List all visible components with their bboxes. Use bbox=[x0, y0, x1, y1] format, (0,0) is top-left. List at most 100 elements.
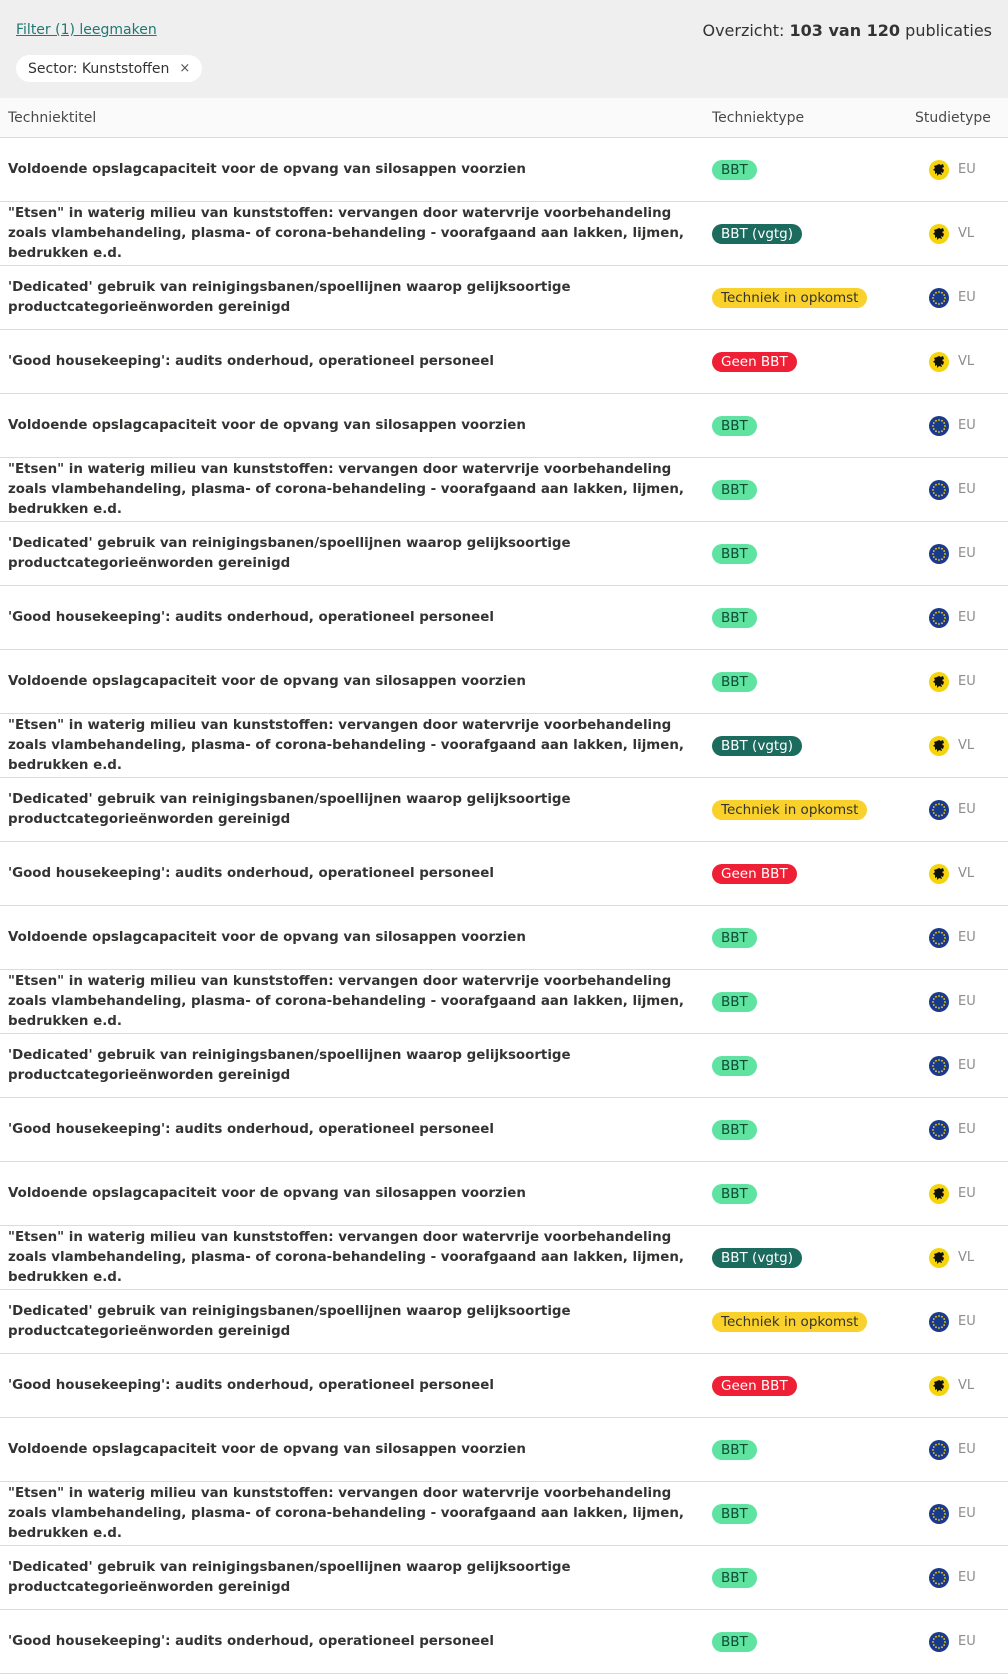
table-body: Voldoende opslagcapaciteit voor de opvan… bbox=[0, 138, 1008, 1674]
technique-type-badge: Techniek in opkomst bbox=[712, 1312, 868, 1332]
technique-title[interactable]: 'Good housekeeping': audits onderhoud, o… bbox=[8, 1377, 494, 1393]
study-type-label: EU bbox=[958, 930, 976, 945]
technique-title[interactable]: 'Good housekeeping': audits onderhoud, o… bbox=[8, 353, 494, 369]
technique-type-badge: BBT bbox=[712, 928, 757, 948]
eu-flag-icon bbox=[929, 1503, 949, 1524]
eu-flag-icon bbox=[929, 991, 949, 1012]
table-row[interactable]: 'Dedicated' gebruik van reinigingsbanen/… bbox=[0, 778, 1008, 842]
table-row[interactable]: "Etsen" in waterig milieu van kunststoff… bbox=[0, 714, 1008, 778]
eu-flag-icon bbox=[929, 479, 949, 500]
technique-title[interactable]: 'Dedicated' gebruik van reinigingsbanen/… bbox=[8, 1047, 571, 1083]
flanders-lion-icon bbox=[929, 351, 949, 372]
technique-type-cell: BBT bbox=[712, 1055, 915, 1076]
study-type-label: EU bbox=[958, 1058, 976, 1073]
technique-type-badge: BBT (vgtg) bbox=[712, 224, 803, 244]
study-type-label: EU bbox=[958, 674, 976, 689]
technique-type-cell: BBT bbox=[712, 479, 915, 500]
technique-type-badge: BBT bbox=[712, 992, 757, 1012]
table-row[interactable]: Voldoende opslagcapaciteit voor de opvan… bbox=[0, 138, 1008, 202]
technique-title[interactable]: Voldoende opslagcapaciteit voor de opvan… bbox=[8, 161, 526, 177]
technique-title[interactable]: 'Good housekeeping': audits onderhoud, o… bbox=[8, 609, 494, 625]
technique-title[interactable]: 'Good housekeeping': audits onderhoud, o… bbox=[8, 1121, 494, 1137]
eu-flag-icon bbox=[929, 287, 949, 308]
study-type-label: VL bbox=[958, 738, 975, 753]
technique-type-cell: BBT bbox=[712, 1567, 915, 1588]
study-type-cell: EU bbox=[915, 1055, 1008, 1076]
results-table: Techniektitel Techniektype Studietype Vo… bbox=[0, 98, 1008, 1674]
eu-flag-icon bbox=[929, 415, 949, 436]
header-type[interactable]: Techniektype bbox=[712, 109, 805, 126]
study-type-cell: EU bbox=[915, 1631, 1008, 1652]
technique-title[interactable]: 'Dedicated' gebruik van reinigingsbanen/… bbox=[8, 791, 571, 827]
technique-type-cell: BBT (vgtg) bbox=[712, 1247, 915, 1268]
technique-type-cell: BBT bbox=[712, 159, 915, 180]
eu-flag-icon bbox=[929, 1439, 949, 1460]
technique-title[interactable]: "Etsen" in waterig milieu van kunststoff… bbox=[8, 461, 684, 517]
study-type-label: EU bbox=[958, 546, 976, 561]
table-row[interactable]: Voldoende opslagcapaciteit voor de opvan… bbox=[0, 1418, 1008, 1482]
technique-title[interactable]: 'Good housekeeping': audits onderhoud, o… bbox=[8, 1633, 494, 1649]
overview-suffix: publicaties bbox=[905, 21, 992, 40]
study-type-label: EU bbox=[958, 802, 976, 817]
technique-title[interactable]: Voldoende opslagcapaciteit voor de opvan… bbox=[8, 673, 526, 689]
technique-title[interactable]: 'Dedicated' gebruik van reinigingsbanen/… bbox=[8, 279, 571, 315]
technique-type-badge: BBT bbox=[712, 608, 757, 628]
study-type-cell: EU bbox=[915, 1503, 1008, 1524]
table-row[interactable]: Voldoende opslagcapaciteit voor de opvan… bbox=[0, 650, 1008, 714]
technique-title[interactable]: "Etsen" in waterig milieu van kunststoff… bbox=[8, 717, 684, 773]
study-type-cell: EU bbox=[915, 159, 1008, 180]
table-row[interactable]: "Etsen" in waterig milieu van kunststoff… bbox=[0, 458, 1008, 522]
table-row[interactable]: 'Dedicated' gebruik van reinigingsbanen/… bbox=[0, 1546, 1008, 1610]
header-title[interactable]: Techniektitel bbox=[8, 109, 97, 126]
study-type-cell: EU bbox=[915, 479, 1008, 500]
technique-type-badge: BBT bbox=[712, 1120, 757, 1140]
table-row[interactable]: Voldoende opslagcapaciteit voor de opvan… bbox=[0, 906, 1008, 970]
technique-type-badge: Techniek in opkomst bbox=[712, 800, 868, 820]
technique-title[interactable]: "Etsen" in waterig milieu van kunststoff… bbox=[8, 973, 684, 1029]
table-row[interactable]: Voldoende opslagcapaciteit voor de opvan… bbox=[0, 1162, 1008, 1226]
table-row[interactable]: "Etsen" in waterig milieu van kunststoff… bbox=[0, 970, 1008, 1034]
filter-chip-label: Sector: Kunststoffen bbox=[28, 60, 170, 77]
technique-title[interactable]: Voldoende opslagcapaciteit voor de opvan… bbox=[8, 417, 526, 433]
table-row[interactable]: Voldoende opslagcapaciteit voor de opvan… bbox=[0, 394, 1008, 458]
table-row[interactable]: "Etsen" in waterig milieu van kunststoff… bbox=[0, 1482, 1008, 1546]
table-row[interactable]: 'Good housekeeping': audits onderhoud, o… bbox=[0, 1098, 1008, 1162]
table-row[interactable]: "Etsen" in waterig milieu van kunststoff… bbox=[0, 202, 1008, 266]
technique-title[interactable]: Voldoende opslagcapaciteit voor de opvan… bbox=[8, 1441, 526, 1457]
technique-type-badge: BBT bbox=[712, 544, 757, 564]
table-row[interactable]: "Etsen" in waterig milieu van kunststoff… bbox=[0, 1226, 1008, 1290]
table-row[interactable]: 'Dedicated' gebruik van reinigingsbanen/… bbox=[0, 1290, 1008, 1354]
technique-title[interactable]: 'Dedicated' gebruik van reinigingsbanen/… bbox=[8, 1559, 571, 1595]
study-type-cell: VL bbox=[915, 735, 1008, 756]
table-row[interactable]: 'Good housekeeping': audits onderhoud, o… bbox=[0, 1354, 1008, 1418]
technique-title[interactable]: Voldoende opslagcapaciteit voor de opvan… bbox=[8, 929, 526, 945]
technique-title[interactable]: "Etsen" in waterig milieu van kunststoff… bbox=[8, 1485, 684, 1541]
technique-title[interactable]: Voldoende opslagcapaciteit voor de opvan… bbox=[8, 1185, 526, 1201]
table-row[interactable]: 'Dedicated' gebruik van reinigingsbanen/… bbox=[0, 266, 1008, 330]
study-type-cell: EU bbox=[915, 607, 1008, 628]
technique-type-cell: BBT bbox=[712, 543, 915, 564]
table-row[interactable]: 'Good housekeeping': audits onderhoud, o… bbox=[0, 1610, 1008, 1674]
technique-type-badge: BBT bbox=[712, 1440, 757, 1460]
table-row[interactable]: 'Dedicated' gebruik van reinigingsbanen/… bbox=[0, 522, 1008, 586]
clear-filter-link[interactable]: Filter (1) leegmaken bbox=[16, 22, 157, 38]
technique-type-cell: BBT bbox=[712, 1119, 915, 1140]
technique-title[interactable]: 'Dedicated' gebruik van reinigingsbanen/… bbox=[8, 1303, 571, 1339]
technique-title[interactable]: 'Good housekeeping': audits onderhoud, o… bbox=[8, 865, 494, 881]
study-type-label: VL bbox=[958, 1250, 975, 1265]
header-study[interactable]: Studietype bbox=[915, 109, 991, 126]
close-icon[interactable]: × bbox=[179, 61, 191, 76]
technique-title[interactable]: "Etsen" in waterig milieu van kunststoff… bbox=[8, 205, 684, 261]
table-row[interactable]: 'Good housekeeping': audits onderhoud, o… bbox=[0, 842, 1008, 906]
technique-title[interactable]: 'Dedicated' gebruik van reinigingsbanen/… bbox=[8, 535, 571, 571]
eu-flag-icon bbox=[929, 1631, 949, 1652]
technique-title[interactable]: "Etsen" in waterig milieu van kunststoff… bbox=[8, 1229, 684, 1285]
technique-type-badge: BBT bbox=[712, 1504, 757, 1524]
technique-type-cell: BBT (vgtg) bbox=[712, 735, 915, 756]
table-row[interactable]: 'Good housekeeping': audits onderhoud, o… bbox=[0, 586, 1008, 650]
technique-type-badge: Geen BBT bbox=[712, 352, 797, 372]
table-row[interactable]: 'Dedicated' gebruik van reinigingsbanen/… bbox=[0, 1034, 1008, 1098]
study-type-cell: EU bbox=[915, 1119, 1008, 1140]
table-row[interactable]: 'Good housekeeping': audits onderhoud, o… bbox=[0, 330, 1008, 394]
study-type-cell: EU bbox=[915, 1183, 1008, 1204]
